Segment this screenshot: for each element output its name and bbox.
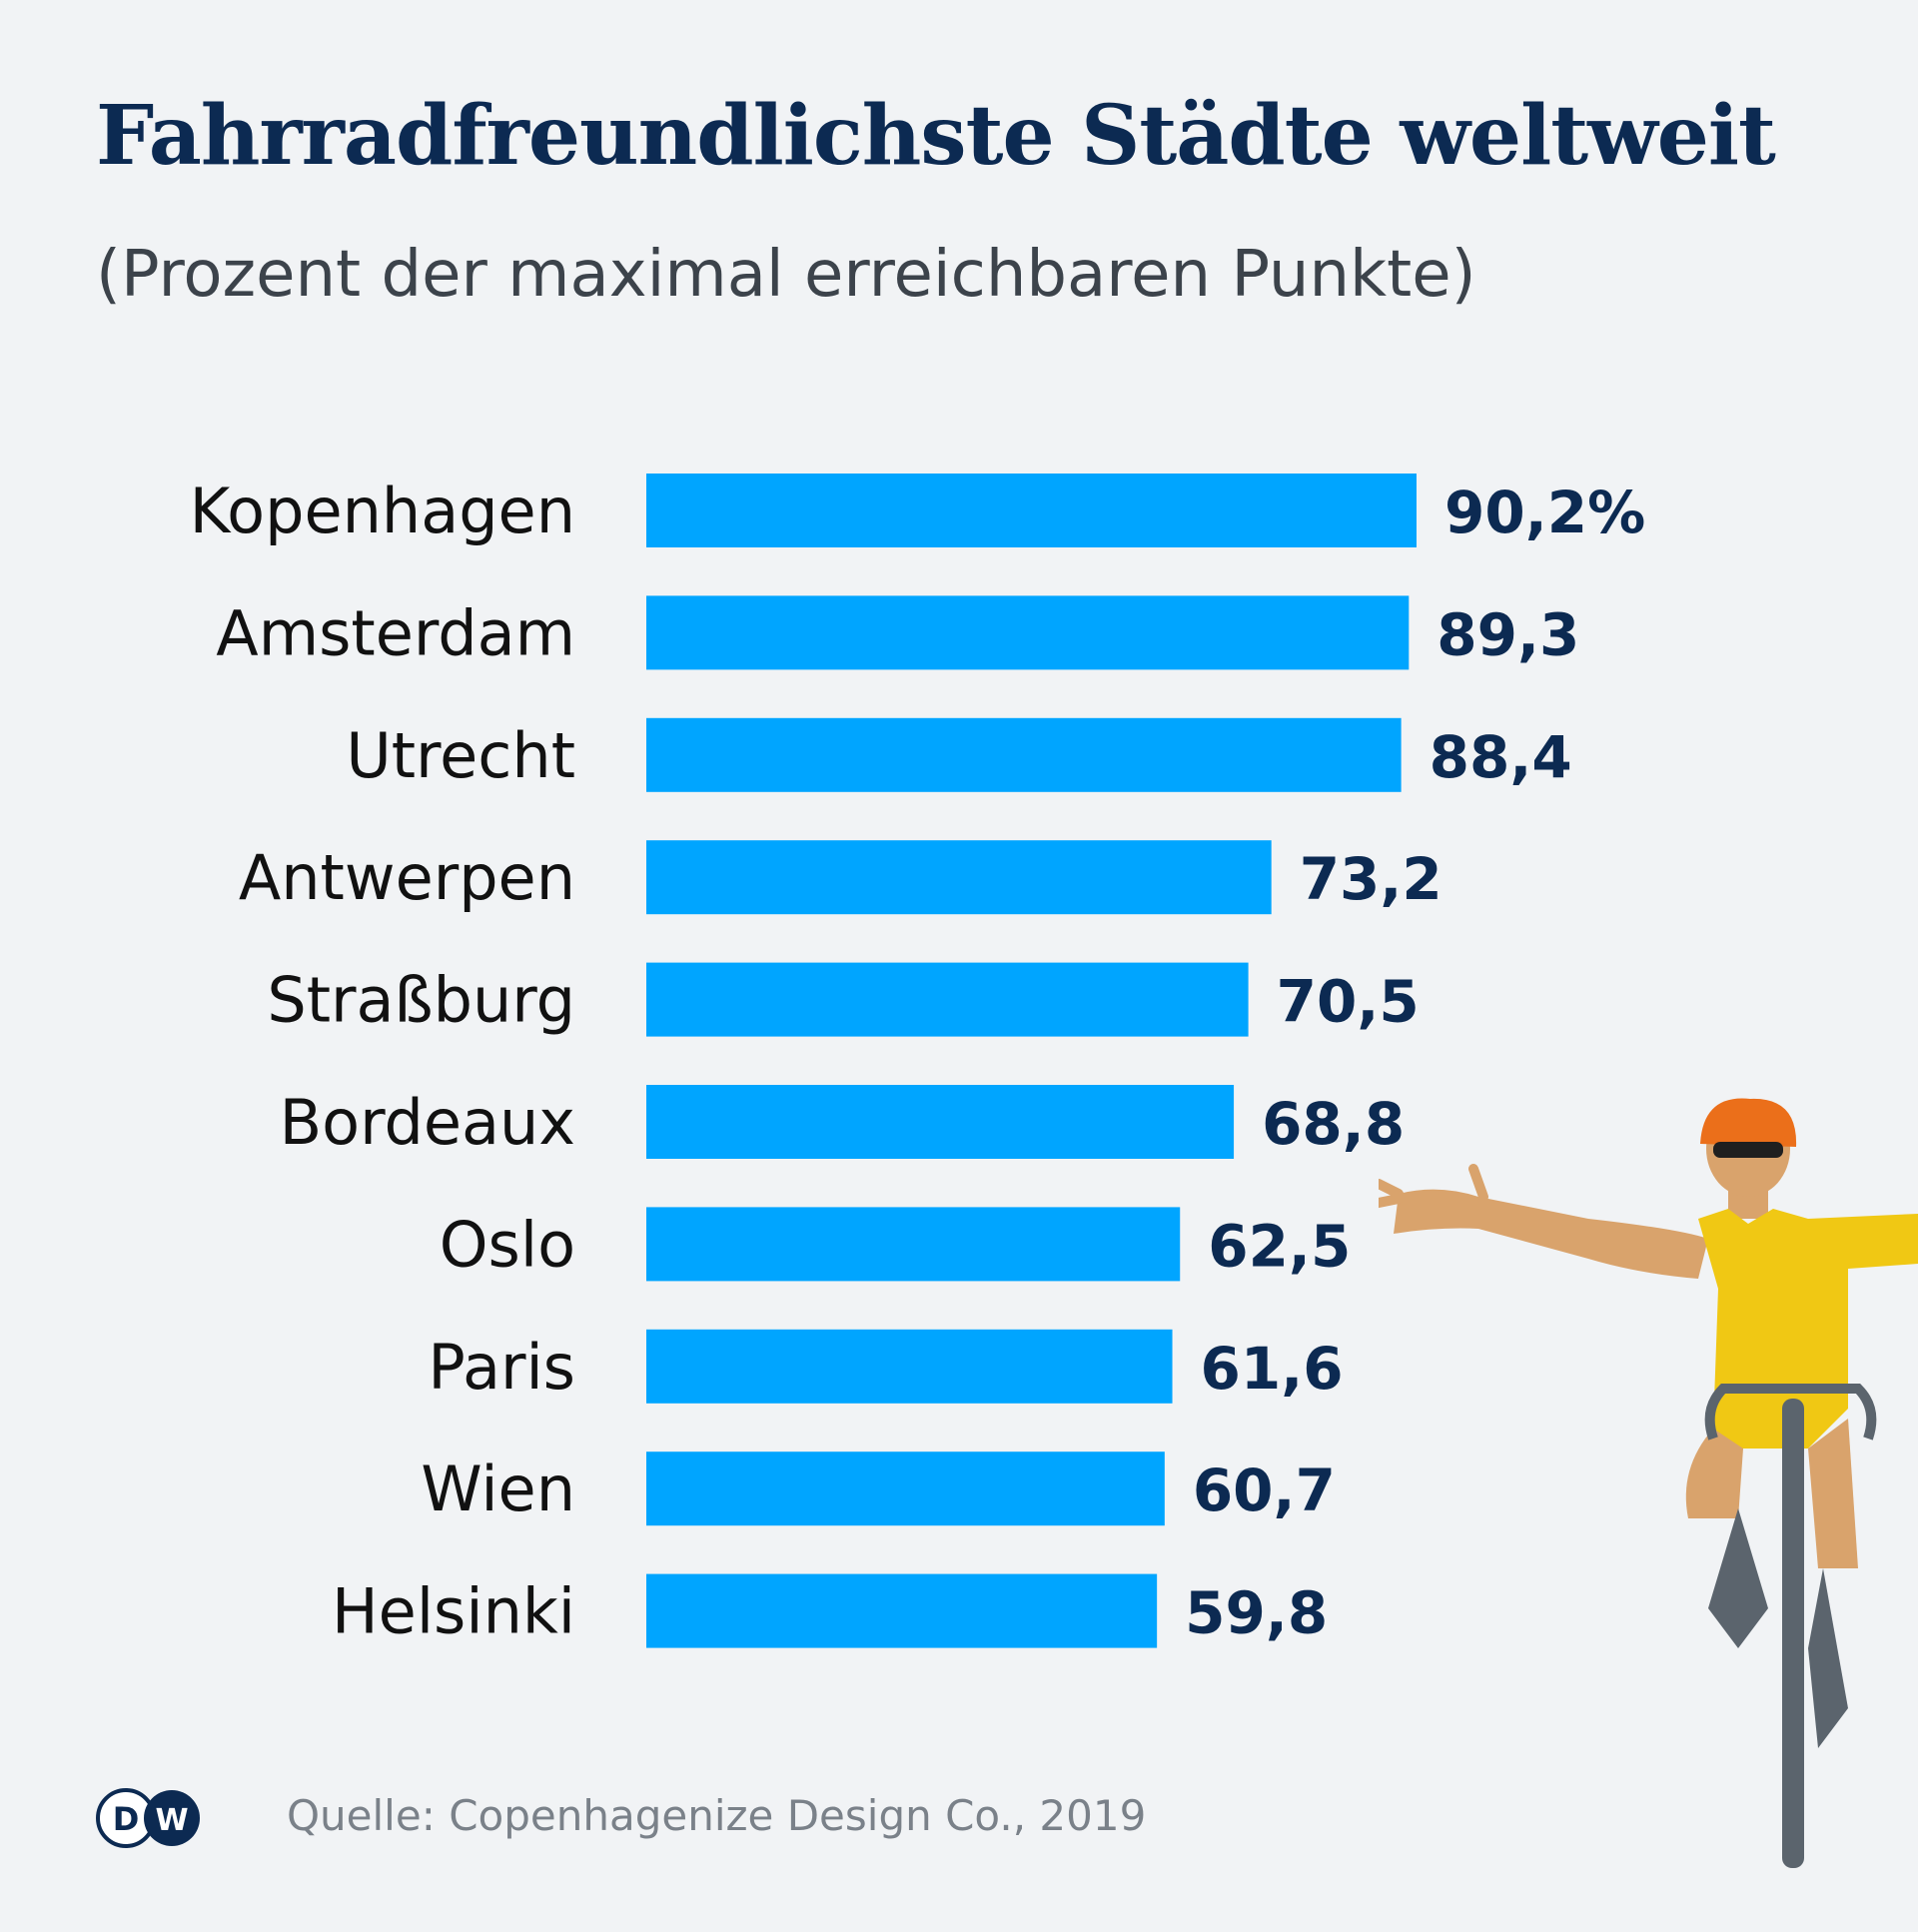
category-label: Kopenhagen [190,475,575,547]
category-label: Utrecht [346,719,575,792]
value-label: 90,2% [1444,479,1645,546]
category-label: Antwerpen [239,841,575,914]
value-label: 60,7 [1193,1456,1336,1524]
category-label: Straßburg [267,964,575,1037]
value-label: 88,4 [1430,723,1572,791]
bar [646,717,1402,792]
bar [646,840,1272,915]
value-label: 73,2 [1300,845,1442,913]
bar [646,1207,1181,1282]
category-label: Paris [428,1331,575,1404]
bar [646,962,1249,1037]
category-label: Helsinki [332,1575,575,1648]
svg-text:D: D [113,1800,140,1838]
value-label: 62,5 [1208,1212,1351,1280]
bar [646,1329,1173,1404]
value-label: 70,5 [1277,968,1420,1036]
value-label: 61,6 [1201,1335,1344,1403]
cyclist-illustration [1379,1098,1918,1868]
value-label: 68,8 [1262,1090,1405,1158]
bar [646,474,1417,547]
source-note: Quelle: Copenhagenize Design Co., 2019 [287,1791,1147,1840]
chart-subtitle: (Prozent der maximal erreichbaren Punkte… [96,238,1476,312]
chart-title: Fahrradfreundlichste Städte weltweit [96,88,1776,184]
svg-text:W: W [155,1803,188,1838]
value-label: 59,8 [1185,1579,1328,1647]
category-label: Bordeaux [280,1086,575,1159]
bar [646,1451,1165,1526]
category-label: Wien [421,1452,575,1525]
dw-logo: D W [96,1788,200,1848]
bar [646,1085,1235,1159]
bar [646,1573,1158,1648]
bar [646,595,1410,670]
category-label: Oslo [440,1208,575,1281]
category-label: Amsterdam [216,596,575,669]
value-label: 89,3 [1437,600,1579,668]
